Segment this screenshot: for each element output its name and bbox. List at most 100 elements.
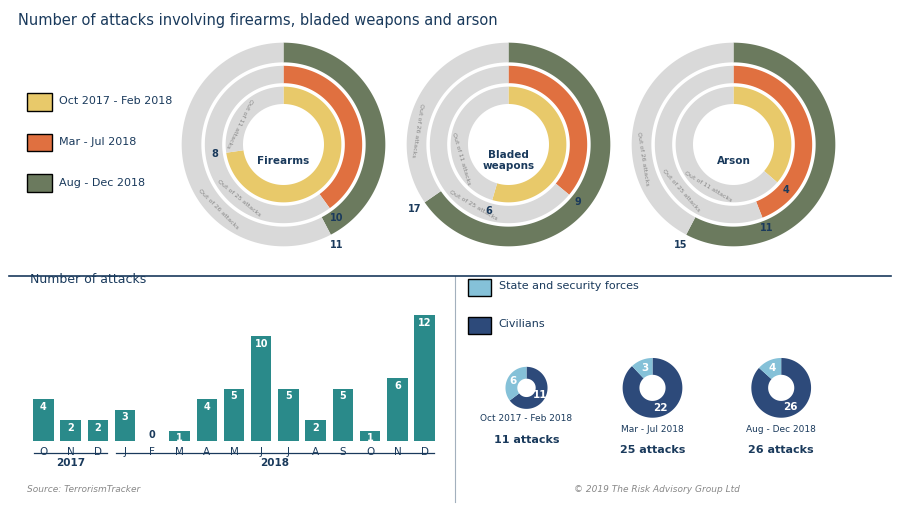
Text: D: D bbox=[94, 447, 102, 457]
Text: F: F bbox=[149, 447, 155, 457]
Text: © 2019 The Risk Advisory Group Ltd: © 2019 The Risk Advisory Group Ltd bbox=[574, 485, 740, 494]
Text: A: A bbox=[312, 447, 319, 457]
Text: 6: 6 bbox=[509, 376, 517, 386]
Polygon shape bbox=[182, 43, 331, 246]
Text: 2: 2 bbox=[94, 423, 101, 433]
Bar bbox=[87, 420, 108, 441]
Text: D: D bbox=[420, 447, 428, 457]
Polygon shape bbox=[676, 87, 778, 202]
Text: Out of 11 attacks: Out of 11 attacks bbox=[683, 170, 733, 203]
Text: Out of 25 attacks: Out of 25 attacks bbox=[216, 179, 262, 218]
Text: 25 attacks: 25 attacks bbox=[620, 445, 685, 455]
Text: 4: 4 bbox=[203, 402, 210, 412]
Text: Out of 11 attacks: Out of 11 attacks bbox=[451, 131, 472, 185]
Text: Out of 25 attacks: Out of 25 attacks bbox=[448, 189, 498, 221]
Text: O: O bbox=[366, 447, 374, 457]
Text: 6: 6 bbox=[394, 381, 400, 391]
Text: 2017: 2017 bbox=[56, 458, 86, 468]
Bar bbox=[278, 389, 299, 441]
Text: N: N bbox=[67, 447, 75, 457]
Text: Oct 2017 - Feb 2018: Oct 2017 - Feb 2018 bbox=[59, 96, 173, 106]
Text: 10: 10 bbox=[329, 212, 343, 223]
Text: Mar - Jul 2018: Mar - Jul 2018 bbox=[621, 425, 684, 433]
Polygon shape bbox=[492, 87, 566, 202]
Text: 3: 3 bbox=[122, 412, 129, 422]
Polygon shape bbox=[226, 87, 284, 153]
Text: J: J bbox=[123, 447, 127, 457]
Text: 22: 22 bbox=[653, 403, 668, 413]
Polygon shape bbox=[759, 358, 781, 379]
Text: 5: 5 bbox=[339, 391, 346, 401]
Text: Aug - Dec 2018: Aug - Dec 2018 bbox=[746, 425, 816, 433]
Text: 11: 11 bbox=[760, 224, 773, 233]
Text: Arson: Arson bbox=[716, 156, 751, 166]
Text: 11 attacks: 11 attacks bbox=[494, 434, 559, 445]
Bar bbox=[414, 315, 435, 441]
Polygon shape bbox=[226, 87, 341, 202]
Text: S: S bbox=[339, 447, 346, 457]
Text: 15: 15 bbox=[674, 240, 688, 250]
Bar bbox=[333, 389, 353, 441]
Text: 4: 4 bbox=[783, 185, 789, 195]
Text: Out of 25 attacks: Out of 25 attacks bbox=[661, 168, 700, 213]
Text: Source: TerrorismTracker: Source: TerrorismTracker bbox=[27, 485, 140, 494]
Polygon shape bbox=[632, 43, 734, 235]
Text: Out of 26 attacks: Out of 26 attacks bbox=[197, 189, 239, 231]
Text: 2018: 2018 bbox=[260, 458, 290, 468]
Text: 3: 3 bbox=[641, 363, 648, 373]
Text: 26: 26 bbox=[783, 403, 797, 413]
Text: Number of attacks: Number of attacks bbox=[30, 273, 146, 286]
Polygon shape bbox=[451, 87, 508, 200]
Text: 8: 8 bbox=[212, 150, 218, 159]
Text: 12: 12 bbox=[418, 318, 431, 328]
Text: Firearms: Firearms bbox=[257, 156, 310, 166]
Text: 4: 4 bbox=[40, 402, 47, 412]
Text: 4: 4 bbox=[769, 363, 776, 373]
Text: 10: 10 bbox=[255, 339, 268, 349]
Text: N: N bbox=[393, 447, 401, 457]
Polygon shape bbox=[284, 43, 385, 235]
Polygon shape bbox=[506, 367, 526, 401]
Text: 1: 1 bbox=[176, 433, 183, 443]
Text: Mar - Jul 2018: Mar - Jul 2018 bbox=[59, 137, 137, 147]
Polygon shape bbox=[205, 66, 329, 223]
Text: Number of attacks involving firearms, bladed weapons and arson: Number of attacks involving firearms, bl… bbox=[18, 13, 498, 28]
Text: 26 attacks: 26 attacks bbox=[749, 445, 814, 455]
Polygon shape bbox=[407, 43, 508, 202]
Polygon shape bbox=[752, 358, 811, 418]
Text: M: M bbox=[230, 447, 238, 457]
Text: 0: 0 bbox=[148, 429, 156, 440]
Text: 5: 5 bbox=[285, 391, 292, 401]
Bar bbox=[169, 430, 190, 441]
Text: Out of 26 attacks: Out of 26 attacks bbox=[636, 131, 650, 186]
Polygon shape bbox=[655, 66, 762, 223]
Bar bbox=[115, 410, 135, 441]
Bar bbox=[196, 399, 217, 441]
Text: 11: 11 bbox=[533, 389, 547, 400]
Text: 17: 17 bbox=[409, 204, 422, 214]
Text: A: A bbox=[203, 447, 211, 457]
Text: 9: 9 bbox=[575, 197, 581, 207]
Polygon shape bbox=[509, 367, 547, 409]
Text: J: J bbox=[287, 447, 290, 457]
Bar bbox=[305, 420, 326, 441]
Text: 1: 1 bbox=[367, 433, 374, 443]
Text: Civilians: Civilians bbox=[499, 319, 545, 330]
Polygon shape bbox=[686, 43, 835, 246]
Text: Oct 2017 - Feb 2018: Oct 2017 - Feb 2018 bbox=[481, 415, 572, 423]
Polygon shape bbox=[284, 66, 362, 208]
Text: 2: 2 bbox=[312, 423, 319, 433]
Polygon shape bbox=[508, 66, 587, 195]
Bar bbox=[224, 389, 244, 441]
Text: Aug - Dec 2018: Aug - Dec 2018 bbox=[59, 177, 146, 188]
Text: Out of 26 attacks: Out of 26 attacks bbox=[411, 103, 425, 158]
Bar bbox=[60, 420, 81, 441]
Text: 2: 2 bbox=[68, 423, 74, 433]
Text: 11: 11 bbox=[329, 240, 343, 250]
Text: J: J bbox=[260, 447, 263, 457]
Text: State and security forces: State and security forces bbox=[499, 281, 638, 292]
Polygon shape bbox=[425, 43, 610, 246]
Polygon shape bbox=[623, 358, 682, 418]
Bar bbox=[360, 430, 381, 441]
Bar bbox=[387, 378, 408, 441]
